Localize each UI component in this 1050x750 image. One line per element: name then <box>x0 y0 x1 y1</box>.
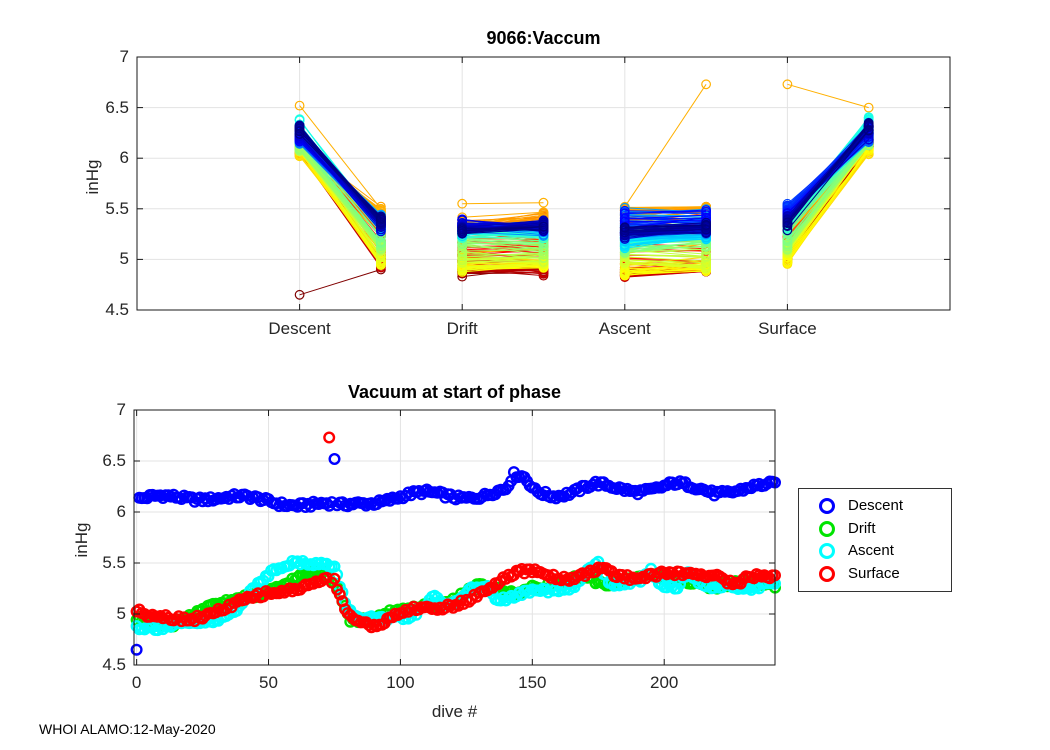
legend-marker-icon <box>819 498 835 515</box>
top-x-tick-label: Descent <box>268 319 331 338</box>
legend-label: Drift <box>848 519 876 537</box>
legend-marker-icon <box>819 520 835 537</box>
top-dive-lines <box>294 79 874 300</box>
legend-item-drift: Drift <box>799 518 951 541</box>
bottom-x-tick-label: 150 <box>518 673 547 692</box>
top-y-tick-label: 7 <box>119 47 129 66</box>
legend: Descent Drift Ascent Surface <box>798 488 952 592</box>
top-plot-title: 9066:Vaccum <box>486 28 601 48</box>
bottom-x-tick-label: 50 <box>259 673 278 692</box>
top-x-tick-label: Ascent <box>598 319 651 338</box>
bottom-y-tick-label: 4.5 <box>102 655 126 674</box>
legend-item-ascent: Ascent <box>799 540 951 563</box>
top-x-tick-label: Surface <box>758 319 817 338</box>
series-surface <box>130 431 782 634</box>
bottom-x-tick-label: 200 <box>650 673 679 692</box>
legend-label: Ascent <box>848 542 894 560</box>
legend-marker-icon <box>819 543 835 560</box>
series-drift <box>130 564 782 633</box>
legend-item-descent: Descent <box>799 495 951 518</box>
bottom-x-tick-label: 100 <box>386 673 415 692</box>
top-y-tick-label: 6.5 <box>105 97 129 117</box>
bottom-y-tick-label: 7 <box>116 400 126 419</box>
bottom-y-tick-label: 6.5 <box>102 451 126 470</box>
top-y-tick-label: 5.5 <box>105 198 129 218</box>
bottom-axes <box>133 409 776 666</box>
top-y-tick-label: 6 <box>119 148 129 168</box>
top-y-tick-label: 5 <box>119 249 129 269</box>
series-descent <box>130 453 782 656</box>
top-axes <box>136 56 951 311</box>
series-ascent <box>130 555 782 637</box>
bottom-x-tick-label: 0 <box>131 673 142 692</box>
bottom-y-tick-label: 6 <box>116 502 126 521</box>
legend-marker-icon <box>819 565 835 582</box>
bottom-y-tick-label: 5.5 <box>102 553 126 572</box>
watermark-text: WHOI ALAMO:12-May-2020 <box>39 721 216 737</box>
top-grid <box>137 57 950 310</box>
bottom-y-tick-label: 5 <box>116 604 126 623</box>
bottom-plot-title: Vacuum at start of phase <box>347 382 562 402</box>
legend-label: Descent <box>848 497 904 515</box>
bottom-grid <box>134 410 775 665</box>
bottom-plot-xlabel: dive # <box>431 702 478 721</box>
legend-label: Surface <box>848 564 900 582</box>
top-x-tick-label: Drift <box>446 319 478 338</box>
top-y-tick-label: 4.5 <box>105 300 129 319</box>
legend-item-surface: Surface <box>799 563 951 586</box>
